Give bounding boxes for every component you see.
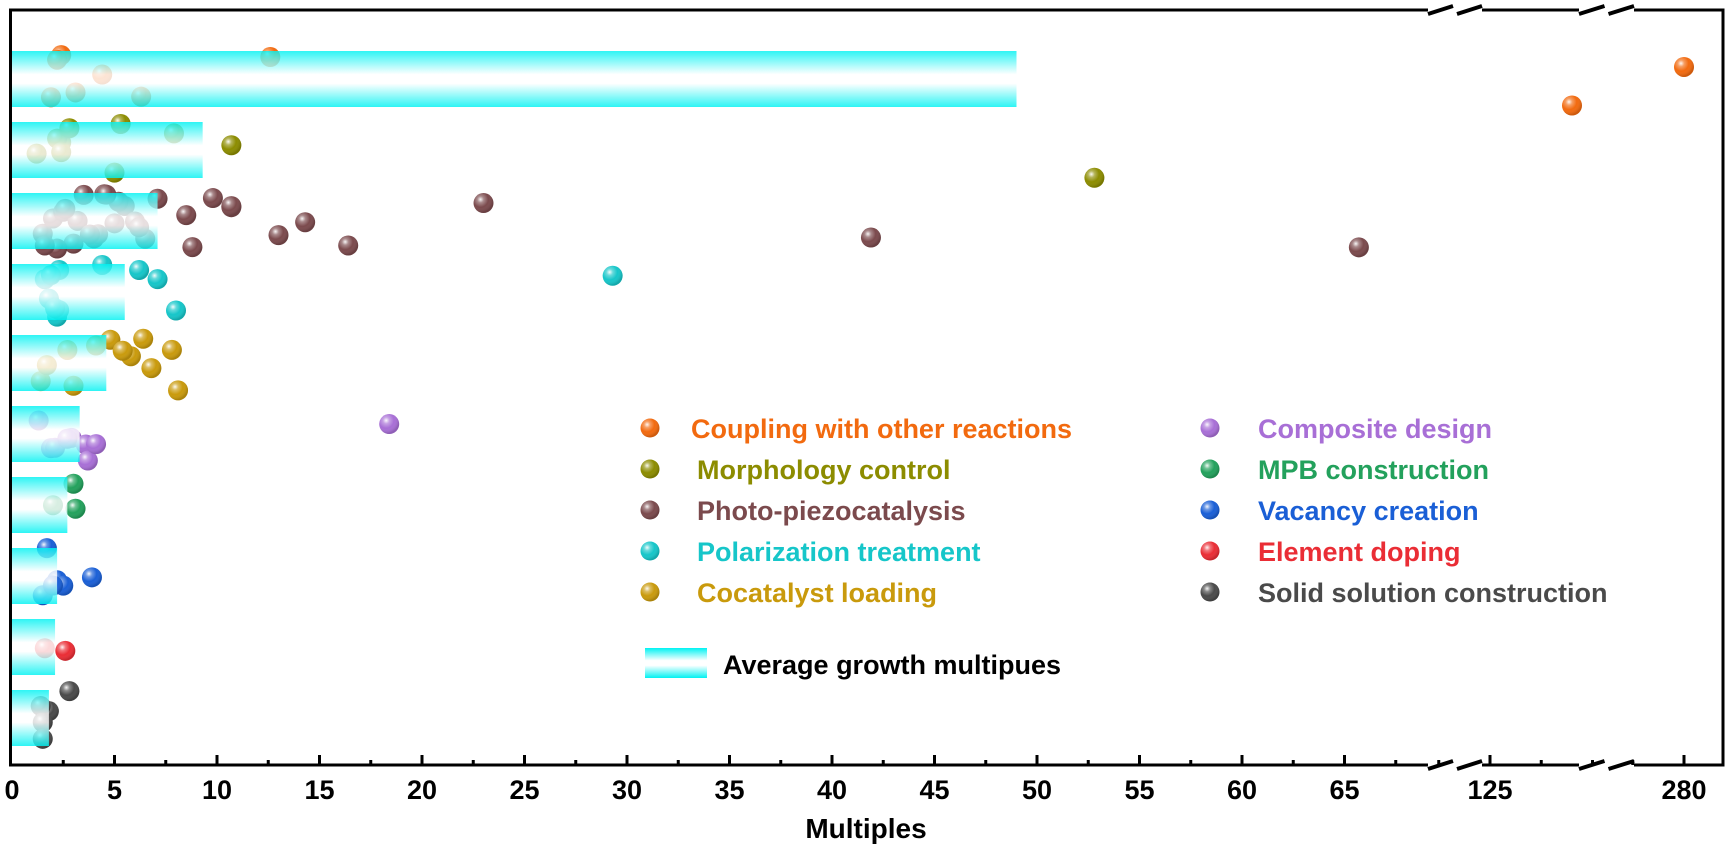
data-point xyxy=(268,225,289,246)
data-point xyxy=(860,227,881,248)
data-point xyxy=(63,473,84,494)
axis-break-mark xyxy=(1607,4,1635,16)
x-tick-label: 45 xyxy=(919,775,949,805)
average-bar xyxy=(12,690,49,746)
legend-label: Cocatalyst loading xyxy=(697,578,937,608)
data-point xyxy=(141,358,162,379)
axis-break-mark xyxy=(1456,759,1483,771)
average-bar xyxy=(12,406,80,462)
x-tick-label: 60 xyxy=(1227,775,1257,805)
legend-label: Photo-piezocatalysis xyxy=(697,496,966,526)
legend-item: Composite design xyxy=(1200,414,1492,444)
data-point xyxy=(338,235,359,256)
x-tick-label: 5 xyxy=(107,775,122,805)
legend-item-average: Average growth multipues xyxy=(645,648,1061,680)
legend: Coupling with other reactions Morphology … xyxy=(640,414,1607,680)
data-point xyxy=(1084,167,1105,188)
data-point xyxy=(221,135,242,156)
x-axis-ticks: 0 5 10 15 20 25 30 35 40 45 50 55 60 65 125 280 xyxy=(4,755,1707,805)
data-point xyxy=(81,567,102,588)
data-point xyxy=(166,300,186,321)
x-tick-label: 35 xyxy=(714,775,744,805)
bars-layer xyxy=(12,51,1017,746)
axis-break-mark xyxy=(1456,4,1483,16)
data-point xyxy=(602,265,623,286)
x-tick-label: 125 xyxy=(1467,775,1512,805)
data-point xyxy=(473,193,494,214)
x-tick-label: 25 xyxy=(509,775,539,805)
data-point xyxy=(65,498,86,519)
legend-label: Vacancy creation xyxy=(1258,496,1479,526)
legend-label: Solid solution construction xyxy=(1258,578,1607,608)
axis-break-mark xyxy=(1427,759,1454,771)
axis-break-mark xyxy=(1427,4,1454,16)
data-point xyxy=(176,205,197,226)
legend-item: MPB construction xyxy=(1200,455,1489,485)
x-tick-label: 10 xyxy=(202,775,232,805)
average-bar xyxy=(12,122,203,178)
legend-label: Average growth multipues xyxy=(723,650,1061,680)
data-point xyxy=(112,340,133,361)
legend-label: MPB construction xyxy=(1258,455,1489,485)
legend-label: Element doping xyxy=(1258,537,1461,567)
data-point xyxy=(55,640,76,661)
legend-item: Element doping xyxy=(1200,537,1461,567)
data-point xyxy=(77,450,98,471)
data-point xyxy=(1348,237,1369,258)
data-point xyxy=(129,260,150,281)
legend-item: Polarization treatment xyxy=(640,537,981,567)
average-bar xyxy=(12,193,158,249)
x-tick-label: 15 xyxy=(304,775,334,805)
data-point xyxy=(182,237,203,258)
data-point xyxy=(168,380,189,401)
points-layer xyxy=(26,45,1694,749)
data-point xyxy=(379,414,400,435)
legend-bar-swatch xyxy=(645,648,707,678)
legend-item: Vacancy creation xyxy=(1200,496,1479,526)
data-point xyxy=(86,434,107,455)
legend-label: Morphology control xyxy=(697,455,950,485)
data-point xyxy=(221,196,242,217)
x-axis-title: Multiples xyxy=(805,813,926,844)
data-point xyxy=(133,328,154,349)
axis-break-mark xyxy=(1578,4,1606,16)
average-bar xyxy=(12,548,58,604)
data-point xyxy=(59,681,80,702)
data-point xyxy=(1674,56,1694,77)
legend-item: Solid solution construction xyxy=(1200,578,1607,608)
average-bar xyxy=(12,335,107,391)
legend-item: Coupling with other reactions xyxy=(640,414,1072,444)
legend-label: Polarization treatment xyxy=(697,537,981,567)
data-point xyxy=(1562,95,1582,116)
legend-item: Photo-piezocatalysis xyxy=(640,496,966,526)
x-tick-label: 30 xyxy=(612,775,642,805)
x-tick-label: 40 xyxy=(817,775,847,805)
average-bar xyxy=(12,264,125,320)
data-point xyxy=(147,269,168,290)
x-tick-label: 50 xyxy=(1022,775,1052,805)
data-point xyxy=(295,212,316,233)
data-point xyxy=(202,188,223,209)
data-point xyxy=(161,339,182,360)
x-tick-label: 55 xyxy=(1124,775,1154,805)
legend-label: Coupling with other reactions xyxy=(691,414,1072,444)
average-bar xyxy=(12,51,1017,107)
x-tick-label: 280 xyxy=(1661,775,1706,805)
x-tick-label: 65 xyxy=(1329,775,1359,805)
x-tick-label: 0 xyxy=(4,775,19,805)
x-tick-label: 20 xyxy=(407,775,437,805)
axis-break-mark xyxy=(1607,759,1635,771)
legend-item: Morphology control xyxy=(640,455,950,485)
average-bar xyxy=(12,619,56,675)
legend-item: Cocatalyst loading xyxy=(640,578,937,608)
average-bar xyxy=(12,477,68,533)
legend-label: Composite design xyxy=(1258,414,1492,444)
